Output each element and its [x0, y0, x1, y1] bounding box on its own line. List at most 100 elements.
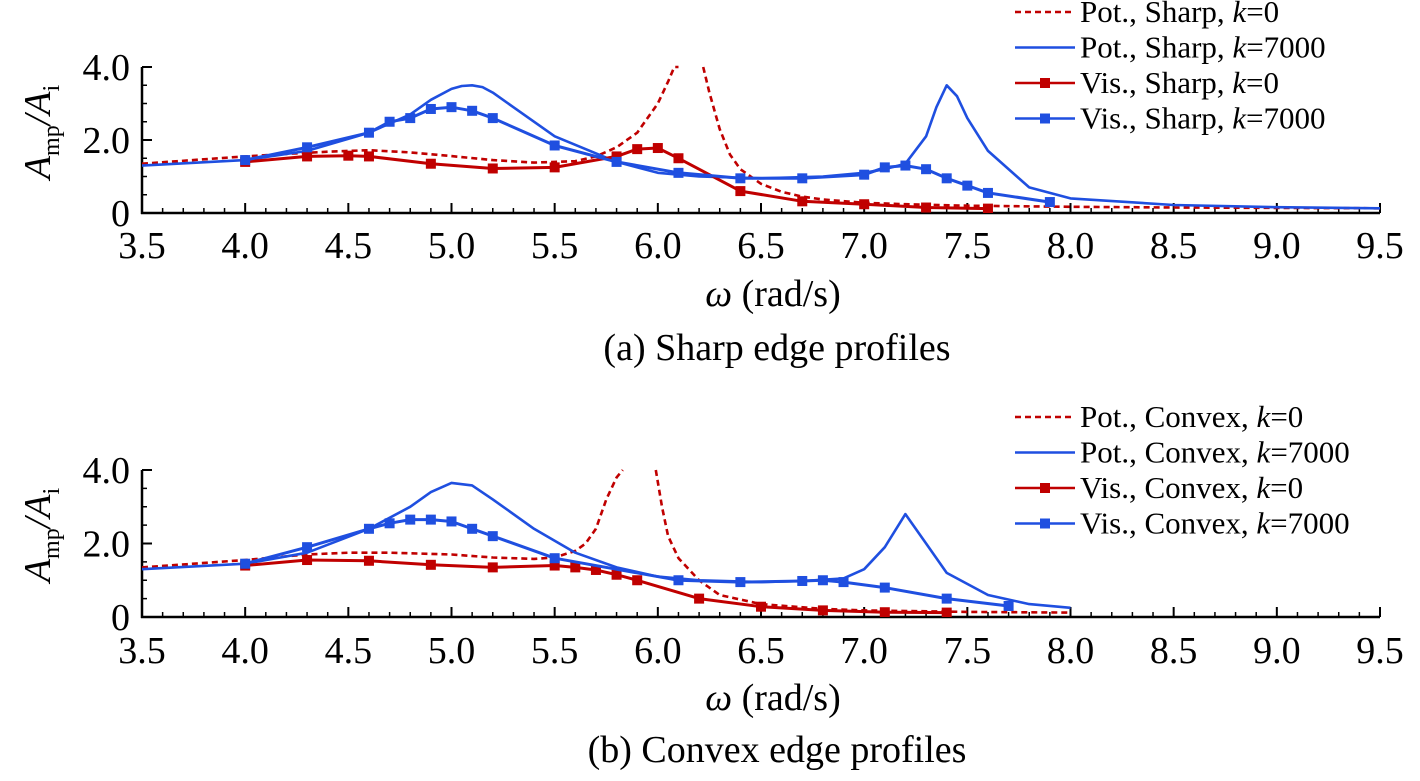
- x-tick-label: 6.0: [634, 630, 682, 672]
- legend-text-prefix: Pot., Convex,: [1080, 435, 1257, 470]
- data-point: [611, 151, 622, 162]
- data-point: [425, 158, 436, 169]
- x-tick-label: 5.5: [531, 630, 579, 672]
- x-tick-label: 3.5: [118, 225, 166, 267]
- legend-text-suffix: =7000: [1270, 506, 1349, 541]
- legend-text-var: k: [1256, 470, 1271, 505]
- x-label-unit: (rad/s): [732, 677, 841, 719]
- legend-marker: [1040, 78, 1050, 88]
- y-tick-label: 0: [111, 597, 130, 639]
- y-tick-label: 2.0: [83, 120, 131, 162]
- y-tick-label: 0: [111, 193, 130, 235]
- y-label-subscript: i: [39, 488, 65, 495]
- legend-text-suffix: =0: [1270, 470, 1303, 505]
- legend-text-prefix: Pot., Sharp,: [1080, 30, 1232, 65]
- data-point: [487, 163, 498, 174]
- legend-text-prefix: Vis., Sharp,: [1080, 65, 1232, 100]
- y-label-symbol: A: [17, 155, 59, 182]
- data-point: [363, 555, 374, 566]
- data-point: [879, 607, 890, 617]
- legend-text-suffix: =7000: [1246, 101, 1325, 136]
- x-tick-label: 5.5: [531, 225, 579, 267]
- legend-entry: Pot., Sharp, k=0: [1080, 0, 1279, 29]
- data-point: [425, 514, 436, 525]
- y-label-subscript: i: [39, 85, 65, 92]
- data-point: [632, 575, 643, 586]
- x-tick-label: 8.5: [1150, 225, 1198, 267]
- legend-text-var: k: [1256, 506, 1271, 541]
- data-point: [611, 156, 622, 167]
- series-pot-convex-k-0-line: [142, 469, 624, 569]
- legend-text-prefix: Pot., Convex,: [1080, 399, 1257, 434]
- data-point: [797, 575, 808, 586]
- legend-text-var: k: [1232, 101, 1247, 136]
- data-point: [570, 562, 581, 573]
- data-point: [363, 523, 374, 534]
- data-point: [1044, 197, 1055, 208]
- data-point: [941, 593, 952, 604]
- data-point: [549, 560, 560, 571]
- data-point: [487, 531, 498, 542]
- data-point: [384, 116, 395, 127]
- data-point: [549, 553, 560, 564]
- legend-text-prefix: Vis., Sharp,: [1080, 101, 1232, 136]
- legend-text-var: k: [1257, 435, 1272, 470]
- data-point: [982, 187, 993, 198]
- data-point: [900, 160, 911, 171]
- data-point: [425, 103, 436, 114]
- legend-text-var: k: [1232, 30, 1247, 65]
- data-point: [384, 518, 395, 529]
- data-point: [879, 162, 890, 173]
- legend-text-suffix: =0: [1270, 399, 1303, 434]
- data-point: [694, 593, 705, 604]
- legend-entry: Vis., Convex, k=0: [1080, 470, 1303, 505]
- x-tick-label: 4.5: [325, 630, 373, 672]
- y-label-symbol: A: [17, 91, 59, 118]
- x-tick-label: 9.5: [1356, 630, 1404, 672]
- y-label-slash: /: [17, 514, 59, 530]
- x-tick-label: 9.5: [1356, 225, 1404, 267]
- plot-area: [142, 469, 1071, 617]
- y-axis-label: Amp/Ai: [17, 85, 65, 183]
- data-point: [487, 113, 498, 124]
- x-tick-label: 7.0: [840, 630, 888, 672]
- data-point: [673, 575, 684, 586]
- chart-panel-a: 3.5 4.0 4.5 5.0 5.5 6.0 6.5 7.0 7.5 8.0 8.5 9.0 9.5 0…: [17, 0, 1404, 369]
- data-point: [302, 542, 313, 553]
- legend-marker: [1040, 483, 1050, 493]
- data-point: [921, 202, 932, 213]
- data-point: [797, 173, 808, 184]
- data-point: [1003, 600, 1014, 611]
- y-label-symbol: A: [17, 558, 59, 585]
- series-pot-sharp-k-0-line: [142, 65, 679, 165]
- legend-text-var: k: [1232, 0, 1247, 29]
- x-tick-label: 6.5: [737, 225, 785, 267]
- y-tick-label: 2.0: [83, 524, 131, 566]
- data-point: [817, 605, 828, 616]
- x-tick-label: 8.0: [1047, 630, 1095, 672]
- data-point: [797, 196, 808, 207]
- data-point: [549, 140, 560, 151]
- x-label-unit: (rad/s): [732, 273, 841, 315]
- data-point: [405, 113, 416, 124]
- series-vis-sharp-k-7000-line: [244, 105, 1051, 204]
- plot-area: [142, 65, 1381, 213]
- legend-marker: [1040, 518, 1050, 529]
- x-tick-label: 3.5: [118, 630, 166, 672]
- legend-text-prefix: Vis., Convex,: [1080, 506, 1256, 541]
- data-point: [632, 144, 643, 155]
- data-point: [302, 142, 313, 153]
- data-point: [941, 607, 952, 617]
- data-point: [735, 186, 746, 197]
- data-point: [652, 143, 663, 154]
- legend-marker: [1040, 113, 1050, 124]
- data-point: [941, 173, 952, 184]
- x-tick-label: 8.5: [1150, 630, 1198, 672]
- data-point: [363, 127, 374, 138]
- x-axis-label: ω (rad/s): [705, 677, 841, 719]
- legend-text-prefix: Vis., Convex,: [1080, 470, 1256, 505]
- x-tick-label: 4.0: [221, 630, 269, 672]
- legend-entry: Pot., Sharp, k=7000: [1080, 30, 1326, 65]
- legend-entry: Vis., Sharp, k=7000: [1080, 101, 1326, 136]
